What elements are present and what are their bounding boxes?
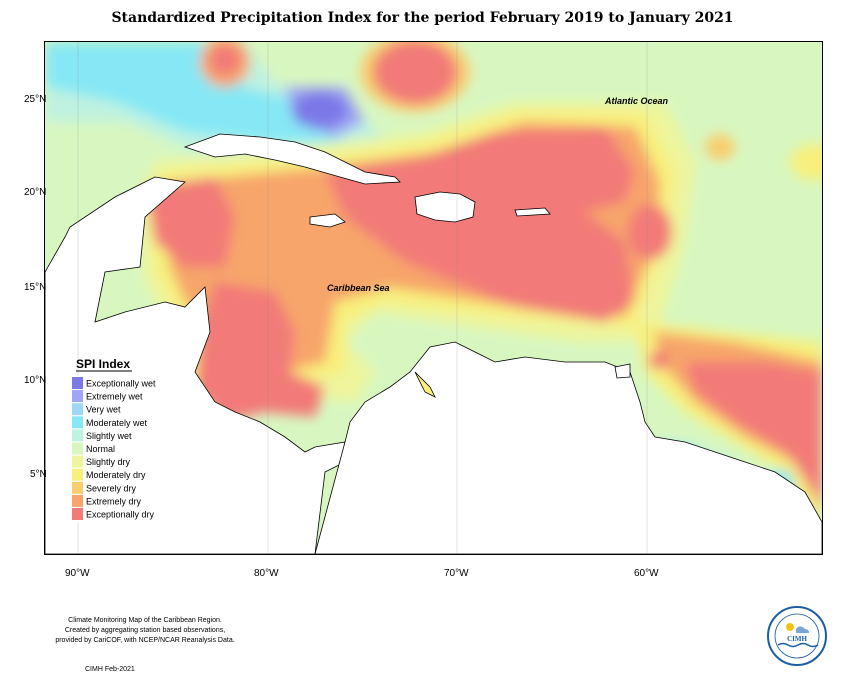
- lat-tick-25: 25°N: [24, 94, 47, 105]
- lon-tick-60: 60°W: [634, 568, 659, 579]
- spi-legend: SPI Index Exceptionally wet Extremely wet…: [71, 357, 181, 523]
- legend-label: Very wet: [86, 405, 121, 415]
- legend-swatch: [72, 455, 83, 468]
- legend-label: Severely dry: [86, 483, 137, 493]
- lon-tick-70: 70°W: [444, 568, 469, 579]
- legend-label: Moderately dry: [86, 470, 146, 480]
- cimh-logo: CIMH: [767, 606, 827, 666]
- map-title: Standardized Precipitation Index for the…: [111, 10, 734, 26]
- lon-tick-80: 80°W: [254, 568, 279, 579]
- footer-line: Climate Monitoring Map of the Caribbean …: [68, 617, 222, 624]
- footer-line: provided by CariCOF, with NCEP/NCAR Rean…: [55, 637, 235, 644]
- spi-map: Atlantic Ocean Caribbean Sea SPI Index E…: [45, 42, 822, 554]
- legend-label: Exceptionally dry: [86, 510, 155, 520]
- sun-icon: [786, 623, 794, 631]
- cloud-icon: [796, 626, 809, 633]
- legend-swatch: [72, 442, 83, 455]
- legend-panel: [71, 376, 181, 523]
- footer-line: Created by aggregating station based obs…: [64, 627, 226, 634]
- legend-label: Slightly dry: [86, 457, 131, 467]
- legend-title: SPI Index: [76, 357, 130, 371]
- legend-swatch: [72, 468, 83, 481]
- caribbean-sea-label: Caribbean Sea: [327, 283, 390, 293]
- legend-label: Moderately wet: [86, 418, 148, 428]
- legend-swatch: [72, 403, 83, 416]
- lat-tick-10: 10°N: [24, 375, 47, 386]
- legend-label: Extremely wet: [86, 392, 143, 402]
- map-frame: Atlantic Ocean Caribbean Sea SPI Index E…: [44, 41, 823, 555]
- legend-swatch: [72, 377, 83, 389]
- footer-credits: Climate Monitoring Map of the Caribbean …: [30, 616, 260, 646]
- lon-tick-90: 90°W: [65, 568, 90, 579]
- legend-label: Exceptionally wet: [86, 379, 156, 389]
- footer-date: CIMH Feb-2021: [85, 666, 135, 673]
- legend-label: Normal: [86, 444, 115, 454]
- lat-tick-20: 20°N: [24, 187, 47, 198]
- legend-swatch: [72, 429, 83, 442]
- legend-label: Extremely dry: [86, 496, 142, 506]
- legend-swatch: [72, 481, 83, 494]
- atlantic-ocean-label: Atlantic Ocean: [604, 96, 669, 106]
- legend-swatch: [72, 416, 83, 429]
- waves-icon: [777, 642, 819, 648]
- lat-tick-15: 15°N: [24, 282, 47, 293]
- legend-swatch: [72, 508, 83, 520]
- lat-tick-5: 5°N: [30, 469, 47, 480]
- legend-swatch: [72, 494, 83, 507]
- spi-fields: [45, 42, 822, 542]
- logo-text: CIMH: [787, 635, 807, 643]
- legend-swatch: [72, 390, 83, 403]
- legend-label: Slightly wet: [86, 431, 132, 441]
